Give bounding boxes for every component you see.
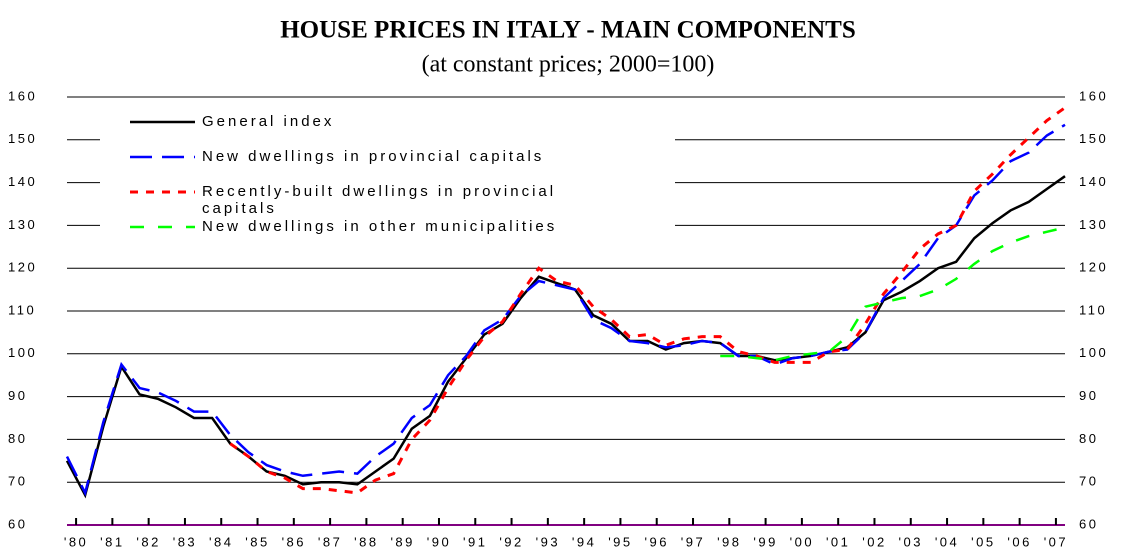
chart-subtitle: (at constant prices; 2000=100) [422, 52, 715, 78]
x-tick-label: '00 [790, 534, 814, 549]
x-tick-label: '80 [64, 534, 88, 549]
y2-tick-label: 120 [1079, 260, 1108, 275]
legend-box [100, 106, 675, 238]
x-tick-label: '89 [390, 534, 414, 549]
y2-tick-label: 90 [1079, 388, 1098, 403]
y-tick-label: 160 [8, 88, 37, 103]
y2-tick-label: 80 [1079, 431, 1098, 446]
x-tick-label: '85 [245, 534, 269, 549]
y2-tick-label: 60 [1079, 516, 1098, 531]
y-tick-label: 150 [8, 131, 37, 146]
y2-tick-label: 160 [1079, 88, 1108, 103]
x-tick-label: '02 [862, 534, 886, 549]
series-line [720, 226, 1066, 362]
x-tick-label: '86 [282, 534, 306, 549]
x-tick-label: '05 [971, 534, 995, 549]
y-tick-label: 130 [8, 217, 37, 232]
x-tick-label: '04 [935, 534, 959, 549]
y2-tick-label: 150 [1079, 131, 1108, 146]
x-tick-label: '99 [753, 534, 777, 549]
y-tick-label: 140 [8, 174, 37, 189]
legend-label: New dwellings in other municipalities [202, 218, 557, 235]
y-tick-label: 120 [8, 260, 37, 275]
y-tick-label: 70 [8, 474, 27, 489]
y-tick-label: 80 [8, 431, 27, 446]
x-tick-label: '81 [100, 534, 124, 549]
x-tick-label: '87 [318, 534, 342, 549]
x-tick-label: '94 [572, 534, 596, 549]
y2-tick-label: 130 [1079, 217, 1108, 232]
x-tick-label: '95 [608, 534, 632, 549]
y-tick-label: 110 [8, 302, 36, 317]
x-tick-label: '96 [645, 534, 669, 549]
x-tick-label: '06 [1007, 534, 1031, 549]
legend-label: General index [202, 113, 334, 130]
x-tick-label: '82 [136, 534, 160, 549]
y-tick-label: 100 [8, 345, 37, 360]
y2-tick-label: 70 [1079, 474, 1098, 489]
series-line [229, 106, 1066, 495]
x-tick-label: '97 [681, 534, 705, 549]
x-tick-label: '88 [354, 534, 378, 549]
x-tick-label: '07 [1044, 534, 1068, 549]
y2-tick-label: 110 [1079, 302, 1107, 317]
series-line [65, 123, 1066, 497]
x-tick-label: '03 [899, 534, 923, 549]
x-tick-label: '92 [499, 534, 523, 549]
x-tick-label: '01 [826, 534, 850, 549]
x-tick-label: '83 [173, 534, 197, 549]
y2-tick-label: 140 [1079, 174, 1108, 189]
legend-label: capitals [202, 200, 277, 217]
y-tick-label: 90 [8, 388, 27, 403]
legend-label: Recently-built dwellings in provincial [202, 183, 556, 200]
legend-label: New dwellings in provincial capitals [202, 148, 544, 165]
x-tick-label: '93 [536, 534, 560, 549]
y2-tick-label: 100 [1079, 345, 1108, 360]
x-tick-label: '91 [463, 534, 487, 549]
x-tick-label: '90 [427, 534, 451, 549]
y-tick-label: 60 [8, 516, 27, 531]
x-tick-label: '98 [717, 534, 741, 549]
x-tick-label: '84 [209, 534, 233, 549]
chart-title: HOUSE PRICES IN ITALY - MAIN COMPONENTS [280, 17, 856, 44]
